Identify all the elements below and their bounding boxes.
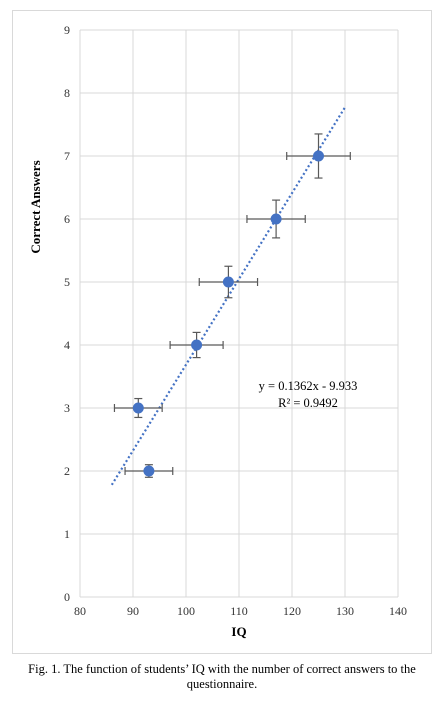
- x-axis-title: IQ: [231, 624, 246, 639]
- chart-frame: [12, 10, 432, 654]
- x-tick-label: 100: [177, 604, 195, 618]
- data-point: [270, 213, 282, 225]
- data-point: [313, 150, 324, 162]
- x-tick-label: 80: [74, 604, 86, 618]
- y-tick-label: 9: [64, 23, 70, 37]
- x-tick-label: 120: [283, 604, 301, 618]
- x-tick-label: 110: [230, 604, 248, 618]
- gridlines: [79, 29, 399, 598]
- trendline-equation: y = 0.1362x - 9.933: [259, 379, 358, 393]
- data-point: [191, 339, 203, 351]
- x-tick-label: 130: [336, 604, 354, 618]
- y-tick-label: 5: [64, 275, 70, 289]
- figure-caption: Fig. 1. The function of students’ IQ wit…: [28, 662, 416, 691]
- y-tick-label: 0: [64, 590, 70, 604]
- y-tick-label: 3: [64, 401, 70, 415]
- y-tick-label: 6: [64, 212, 70, 226]
- data-points: [132, 150, 324, 477]
- data-point: [143, 465, 155, 477]
- trendline-r-squared: R² = 0.9492: [278, 396, 338, 410]
- tick-labels: 80 90 100 110 120 130 140 0 1 2 3 4 5 6 7 8 9: [64, 23, 407, 618]
- y-tick-label: 4: [64, 338, 70, 352]
- data-point: [132, 402, 144, 414]
- data-point: [222, 276, 234, 288]
- x-tick-label: 140: [389, 604, 407, 618]
- y-tick-label: 2: [64, 464, 70, 478]
- y-tick-label: 8: [64, 86, 70, 100]
- y-tick-label: 7: [64, 149, 70, 163]
- x-tick-label: 90: [127, 604, 139, 618]
- y-tick-label: 1: [64, 527, 70, 541]
- y-axis-title: Correct Answers: [28, 160, 43, 253]
- error-bars: [113, 133, 351, 478]
